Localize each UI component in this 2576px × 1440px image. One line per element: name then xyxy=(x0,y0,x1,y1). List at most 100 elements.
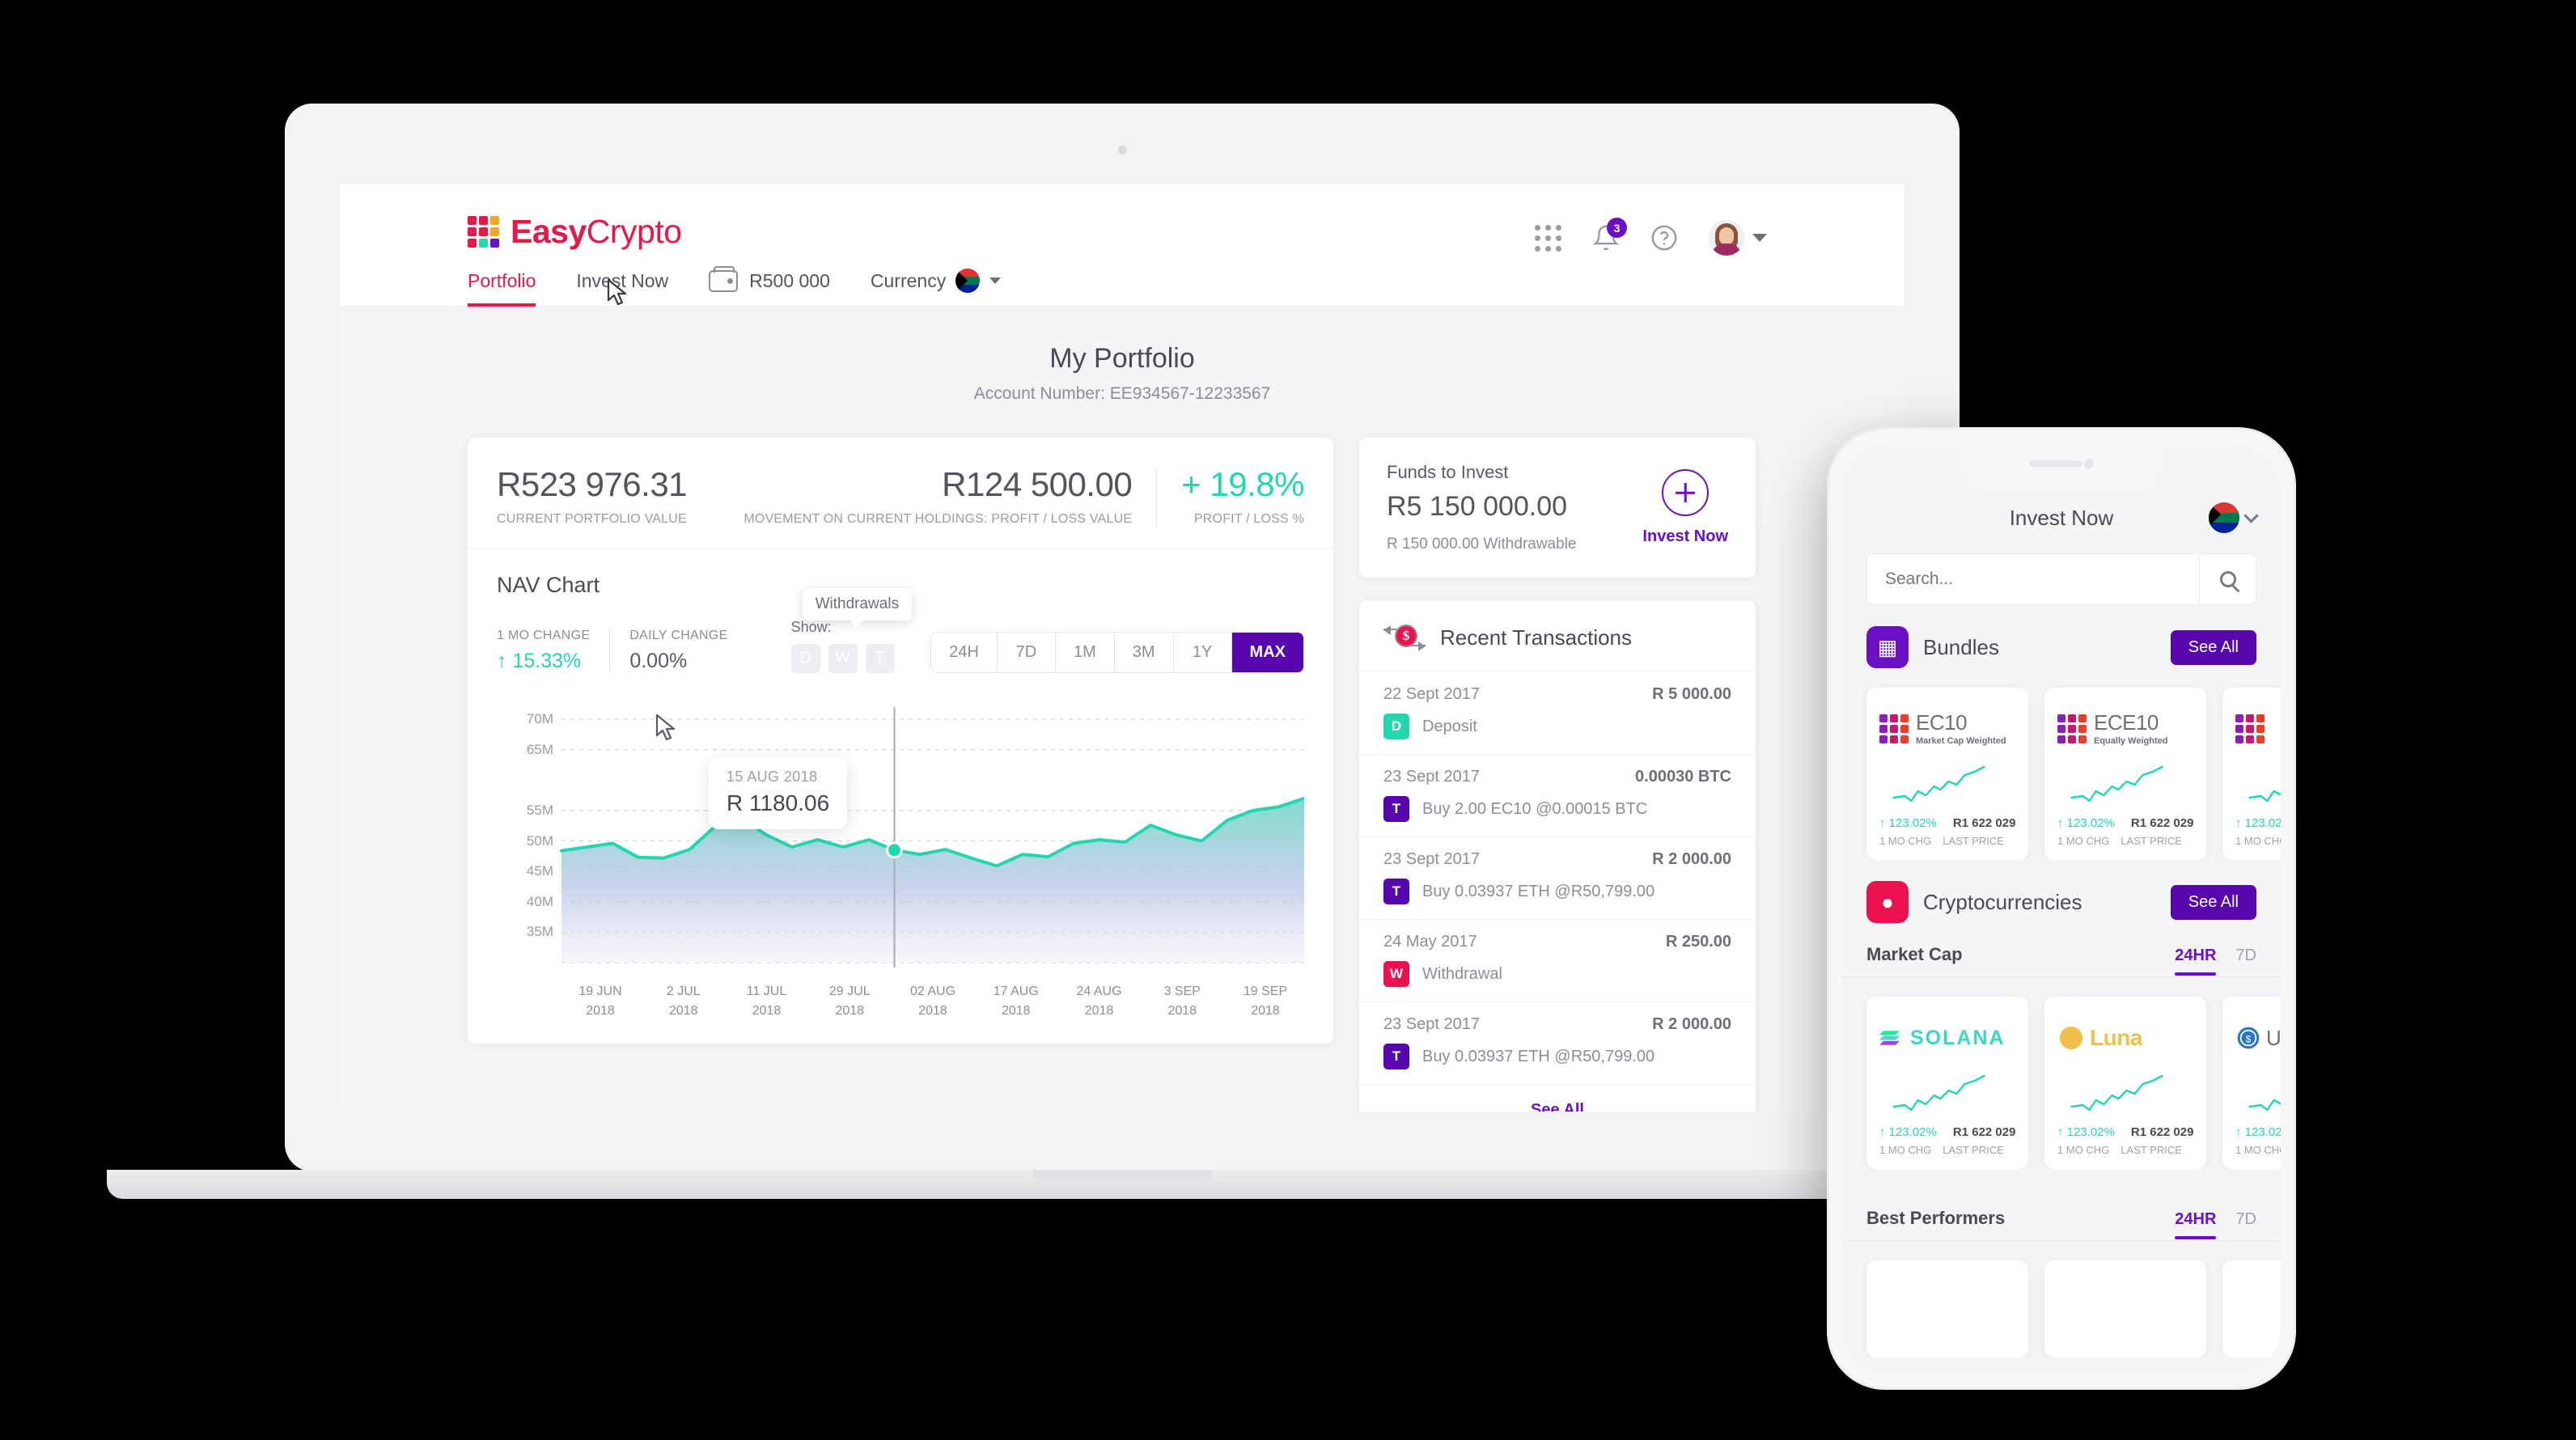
movement-amount: R124 500.00 xyxy=(942,465,1133,503)
show-toggle-group: Show: D W T Withdrawals xyxy=(790,588,913,673)
show-button-deposits[interactable]: D xyxy=(790,644,820,673)
sparkline-chart xyxy=(1892,765,1985,803)
range-button-3m[interactable]: 3M xyxy=(1114,633,1174,672)
chevron-down-icon xyxy=(989,277,1002,284)
nav-chart-plot[interactable]: 70M 65M 55M 50M 45M 40M 35M xyxy=(497,701,1304,1018)
transaction-row[interactable]: 23 Sept 2017 R 2 000.00 T Buy 0.03937 ETH @… xyxy=(1359,1002,1756,1084)
laptop-lid: EasyCrypto 3 xyxy=(285,104,1960,1171)
show-button-trades[interactable]: T xyxy=(865,644,895,673)
transaction-row[interactable]: 24 May 2017 R 250.00 W Withdrawal xyxy=(1359,919,1756,1002)
nav-item-invest-now[interactable]: Invest Now xyxy=(576,269,669,291)
crypto-card[interactable]: SOLANA ↑ 123.02% R1 622 029 1 MO CHG LAST PR… xyxy=(1866,997,2028,1169)
transaction-amount: R 5 000.00 xyxy=(1652,685,1731,703)
movement-group: R124 500.00 MOVEMENT ON CURRENT HOLDINGS… xyxy=(744,465,1304,527)
movement-label: MOVEMENT ON CURRENT HOLDINGS: PROFIT / L… xyxy=(744,512,1133,526)
bundles-basket-icon: ▦ xyxy=(1866,626,1917,673)
transaction-description: Buy 2.00 EC10 @0.00015 BTC xyxy=(1422,799,1648,818)
tab-24hr[interactable]: 24HR xyxy=(2175,1210,2217,1239)
mini-card-change-label: 1 MO CHG xyxy=(2057,835,2110,847)
invest-now-button[interactable]: Invest Now xyxy=(1642,469,1728,546)
currency-selector[interactable]: Currency xyxy=(871,269,1002,307)
apps-grid-icon[interactable] xyxy=(1535,224,1561,252)
list-item[interactable] xyxy=(2222,1260,2281,1357)
user-menu[interactable] xyxy=(1709,220,1767,256)
crypto-card-row[interactable]: SOLANA ↑ 123.02% R1 622 029 1 MO CHG LAST PR… xyxy=(1842,977,2281,1169)
time-range-group: 24H 7D 1M 3M 1Y MAX xyxy=(930,632,1304,673)
brand-logo[interactable]: EasyCrypto xyxy=(468,215,682,248)
bundle-card[interactable]: EC10 Market Cap Weighted ↑ 123.02% R1 622 0… xyxy=(1866,688,2028,860)
recent-transactions-card: $ Recent Transactions 22 Sept 2017 R 5 00… xyxy=(1359,600,1756,1112)
transaction-row[interactable]: 22 Sept 2017 R 5 000.00 D Deposit xyxy=(1359,671,1756,754)
list-item[interactable] xyxy=(1866,1260,2028,1357)
transaction-row[interactable]: 23 Sept 2017 0.00030 BTC T Buy 2.00 EC10 @0… xyxy=(1359,754,1756,836)
y-axis-tick: 45M xyxy=(526,863,553,879)
current-portfolio-value: R523 976.31 CURRENT PORTFOLIO VALUE xyxy=(497,465,688,527)
withdrawals-tooltip: Withdrawals xyxy=(802,588,913,628)
divider xyxy=(609,629,611,671)
brand-name-light: Crypto xyxy=(586,213,682,250)
mini-card-change: ↑ 123.02% xyxy=(2057,1125,2115,1139)
profit-loss-percent: + 19.8% PROFIT / LOSS % xyxy=(1181,465,1304,527)
bundle-card[interactable]: ↑ 123.02% 1 MO CHG xyxy=(2222,688,2281,860)
sparkline-chart xyxy=(2070,1074,2163,1112)
range-button-24h[interactable]: 24H xyxy=(931,633,998,672)
phone-screen: Invest Now ▦ Bundles See All xyxy=(1842,443,2281,1374)
mini-card-change-label: 1 MO CHG xyxy=(1879,835,1932,847)
mini-card-price-label: LAST PRICE xyxy=(1943,835,2004,847)
search-button[interactable] xyxy=(2199,554,2256,604)
account-number: Account Number: EE934567-12233567 xyxy=(973,384,1271,403)
notifications-bell-icon[interactable]: 3 xyxy=(1592,218,1627,252)
range-button-max[interactable]: MAX xyxy=(1231,633,1303,672)
best-performers-card-row[interactable] xyxy=(1842,1241,2281,1357)
left-column: R523 976.31 CURRENT PORTFOLIO VALUE R124… xyxy=(468,438,1333,1044)
crypto-card[interactable]: Luna ↑ 123.02% R1 622 029 1 MO CHG LAST PRIC… xyxy=(2044,997,2206,1169)
transactions-see-all-button[interactable]: See All xyxy=(1359,1084,1756,1112)
tab-24hr[interactable]: 24HR xyxy=(2175,947,2217,976)
profit-loss-value: R124 500.00 MOVEMENT ON CURRENT HOLDINGS… xyxy=(744,465,1132,527)
phone-camera-icon xyxy=(2084,459,2094,468)
transaction-date: 23 Sept 2017 xyxy=(1383,1015,1480,1033)
help-icon[interactable] xyxy=(1650,224,1678,252)
best-performers-label: Best Performers xyxy=(1866,1208,2006,1228)
search-input[interactable] xyxy=(1867,570,2199,589)
show-button-withdrawals[interactable]: W xyxy=(828,644,858,673)
header-icon-group: 3 xyxy=(1535,218,1767,256)
chevron-down-icon xyxy=(1752,234,1767,242)
tab-7d[interactable]: 7D xyxy=(2235,1209,2256,1228)
nav-item-portfolio[interactable]: Portfolio xyxy=(468,270,536,307)
mini-card-price-label: LAST PRICE xyxy=(2121,1144,2182,1156)
phone-search-bar[interactable] xyxy=(1866,553,2256,605)
wallet-balance[interactable]: R500 000 xyxy=(709,265,830,307)
app-header: EasyCrypto 3 xyxy=(340,184,1904,307)
mouse-cursor xyxy=(607,278,627,306)
chart-controls: 1 MO CHANGE ↑ 15.33% DAILY CHANGE 0.00% xyxy=(497,588,1304,673)
month-change: 1 MO CHANGE ↑ 15.33% xyxy=(497,629,590,673)
bundles-see-all-button[interactable]: See All xyxy=(2170,629,2256,665)
range-button-1m[interactable]: 1M xyxy=(1055,633,1115,672)
search-icon xyxy=(2219,571,2236,587)
tab-7d[interactable]: 7D xyxy=(2235,946,2256,964)
phone-currency-selector[interactable] xyxy=(2209,502,2259,533)
portfolio-value-label: CURRENT PORTFOLIO VALUE xyxy=(497,512,687,526)
mini-card-price: R1 622 029 xyxy=(1952,1125,2016,1139)
y-axis-tick: 65M xyxy=(526,741,553,757)
transaction-row[interactable]: 23 Sept 2017 R 2 000.00 T Buy 0.03937 ETH @… xyxy=(1359,836,1756,919)
market-cap-tab-options: 24HR 7D xyxy=(2175,946,2256,976)
notification-badge: 3 xyxy=(1607,218,1627,238)
crypto-see-all-button[interactable]: See All xyxy=(2170,884,2256,920)
range-button-7d[interactable]: 7D xyxy=(997,633,1056,672)
crypto-card[interactable]: $ U ↑ 123.02% 1 MO CHG xyxy=(2222,997,2281,1169)
brand-name: EasyCrypto xyxy=(511,215,682,248)
transactions-exchange-icon: $ xyxy=(1383,621,1426,654)
range-button-1y[interactable]: 1Y xyxy=(1173,633,1232,672)
funds-label: Funds to Invest xyxy=(1387,462,1509,482)
x-axis-tick: 02 AUG 2018 xyxy=(909,985,956,1018)
svg-text:$: $ xyxy=(2246,1033,2252,1044)
chart-svg xyxy=(560,707,1304,968)
bundle-card[interactable]: ECE10 Equally Weighted ↑ 123.02% R1 622 029… xyxy=(2044,688,2206,860)
phone-header: Invest Now xyxy=(1842,443,2281,533)
bundles-card-row[interactable]: EC10 Market Cap Weighted ↑ 123.02% R1 622 0… xyxy=(1842,668,2281,860)
transaction-amount: R 2 000.00 xyxy=(1652,850,1731,868)
list-item[interactable] xyxy=(2044,1260,2206,1357)
laptop-screen: EasyCrypto 3 xyxy=(340,184,1904,1112)
